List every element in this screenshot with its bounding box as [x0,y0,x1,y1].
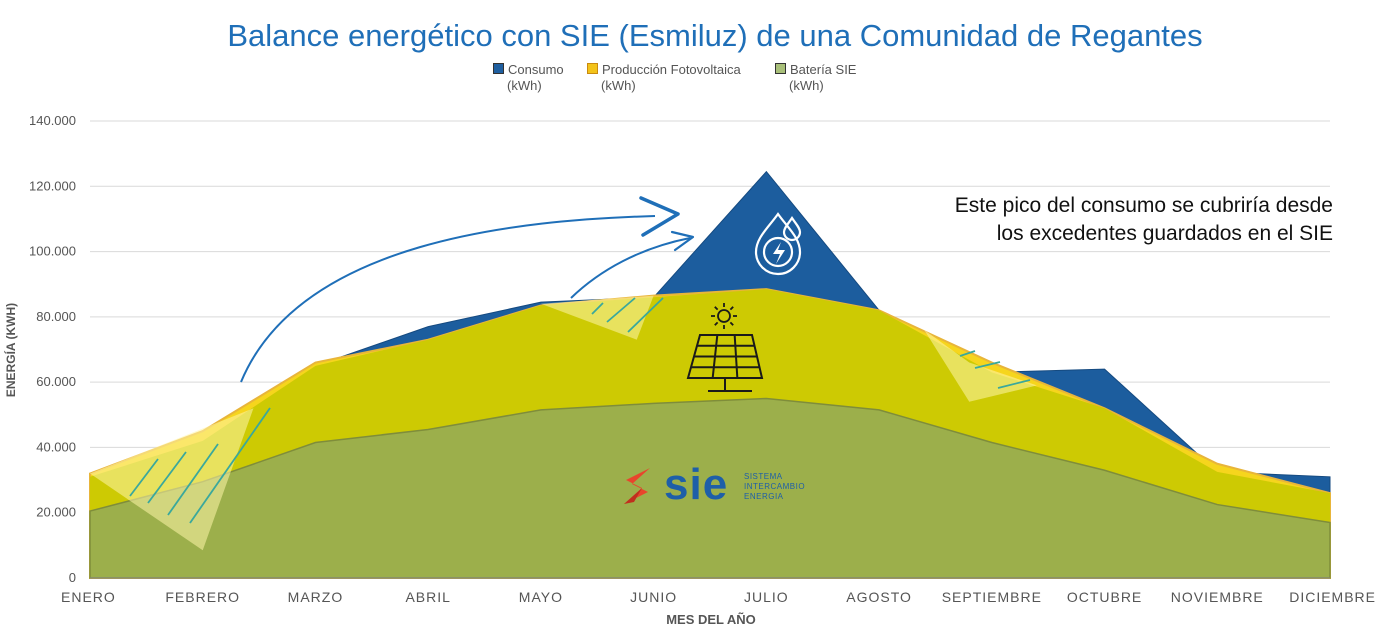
x-tick-label: DICIEMBRE [1289,589,1376,605]
x-tick-label: ABRIL [405,589,450,605]
area-bateria [89,397,1331,579]
sie-logo-line-2: INTERCAMBIO [744,482,806,491]
hatch-line [997,379,1031,389]
y-tick-label: 140.000 [29,113,76,128]
x-tick-label: JUNIO [630,589,677,605]
legend-label-produccion: Producción Fotovoltaica [602,62,741,77]
y-tick-label: 20.000 [36,505,76,520]
curved-arrow-icon [570,237,691,299]
hatch-line [189,407,271,524]
sun-ray [729,321,734,326]
legend-swatch-bateria [775,63,786,74]
y-tick-label: 80.000 [36,309,76,324]
annotation: Este pico del consumo se cubriría desde … [955,192,1333,248]
x-tick-label: NOVIEMBRE [1171,589,1264,605]
legend-unit-bateria: (kWh) [789,78,824,93]
hatch-line [591,302,604,315]
hatch-line [627,297,664,333]
x-tick-label: FEBRERO [165,589,240,605]
x-tick-label: SEPTIEMBRE [942,589,1042,605]
legend-item-consumo: Consumo (kWh) [493,62,564,94]
y-tick-label: 60.000 [36,374,76,389]
drop-outline [754,212,802,276]
sun-ray [714,321,719,326]
panel-col [733,334,739,379]
chart-title: Balance energético con SIE (Esmiluz) de … [227,18,1203,53]
x-tick-label: ENERO [61,589,116,605]
series-areas [89,170,1331,579]
hatch-line [959,350,976,357]
x-tick-label: MARZO [288,589,344,605]
sie-logo-subtitle: SISTEMA INTERCAMBIO ENERGIA [744,472,805,502]
legend-label-bateria: Batería SIE [790,62,857,77]
hatch-line [167,443,219,516]
y-tick-label: 40.000 [36,439,76,454]
legend-unit-consumo: (kWh) [507,78,542,93]
sie-logo-line-3: ENERGIA [744,492,784,501]
legend-swatch-produccion [587,63,598,74]
overlays [90,196,1037,551]
x-axis-title: MES DEL AÑO [666,612,756,627]
annotation-line-2: los excedentes guardados en el SIE [996,222,1333,245]
arrow-head-icon [639,196,680,237]
sie-logo-line-1: SISTEMA [744,472,783,481]
small-drop [782,216,802,242]
axes: 0 20.000 40.000 60.000 80.000 100.000 120.000 1… [3,113,1376,627]
annotation-line-1: Este pico del consumo se cubriría desde [954,194,1333,217]
hatch-line [147,451,187,504]
panel-col [711,334,719,379]
y-tick-label: 0 [69,570,76,585]
sie-logo-mark-icon [624,468,650,504]
sun-icon [711,303,737,329]
legend-unit-produccion: (kWh) [601,78,636,93]
y-tick-label: 100.000 [29,244,76,259]
hatch-line [129,458,159,497]
sun-core [717,309,731,323]
x-tick-label: AGOSTO [846,589,912,605]
legend: Consumo (kWh) Producción Fotovoltaica (k… [0,62,1392,102]
legend-item-produccion: Producción Fotovoltaica (kWh) [587,62,741,94]
water-drop-energy-icon [754,212,802,276]
y-axis-title: ENERGÍA (KWH) [3,303,18,397]
hatch-line [974,361,1001,369]
hatch-region-febrero [90,408,254,551]
hatch-line [606,297,636,323]
sun-ray [714,306,719,311]
legend-item-bateria: Batería SIE (kWh) [775,62,856,94]
bolt-glyph [773,242,785,264]
legend-label-consumo: Consumo [508,62,564,77]
arrow-head-icon [670,230,695,252]
solar-panel-icon [686,334,764,392]
sie-logo: sie SISTEMA INTERCAMBIO ENERGIA [620,460,830,510]
icons [686,212,802,392]
y-tick-label: 120.000 [29,178,76,193]
x-tick-label: MAYO [519,589,563,605]
hatch-region-septiembre [924,329,1037,402]
legend-swatch-consumo [493,63,504,74]
sun-ray [729,306,734,311]
x-tick-label: OCTUBRE [1067,589,1142,605]
curved-arrow-icon [240,215,656,383]
drop-ring [762,236,794,268]
sie-logo-text: sie [664,460,729,509]
x-tick-label: JULIO [744,589,789,605]
